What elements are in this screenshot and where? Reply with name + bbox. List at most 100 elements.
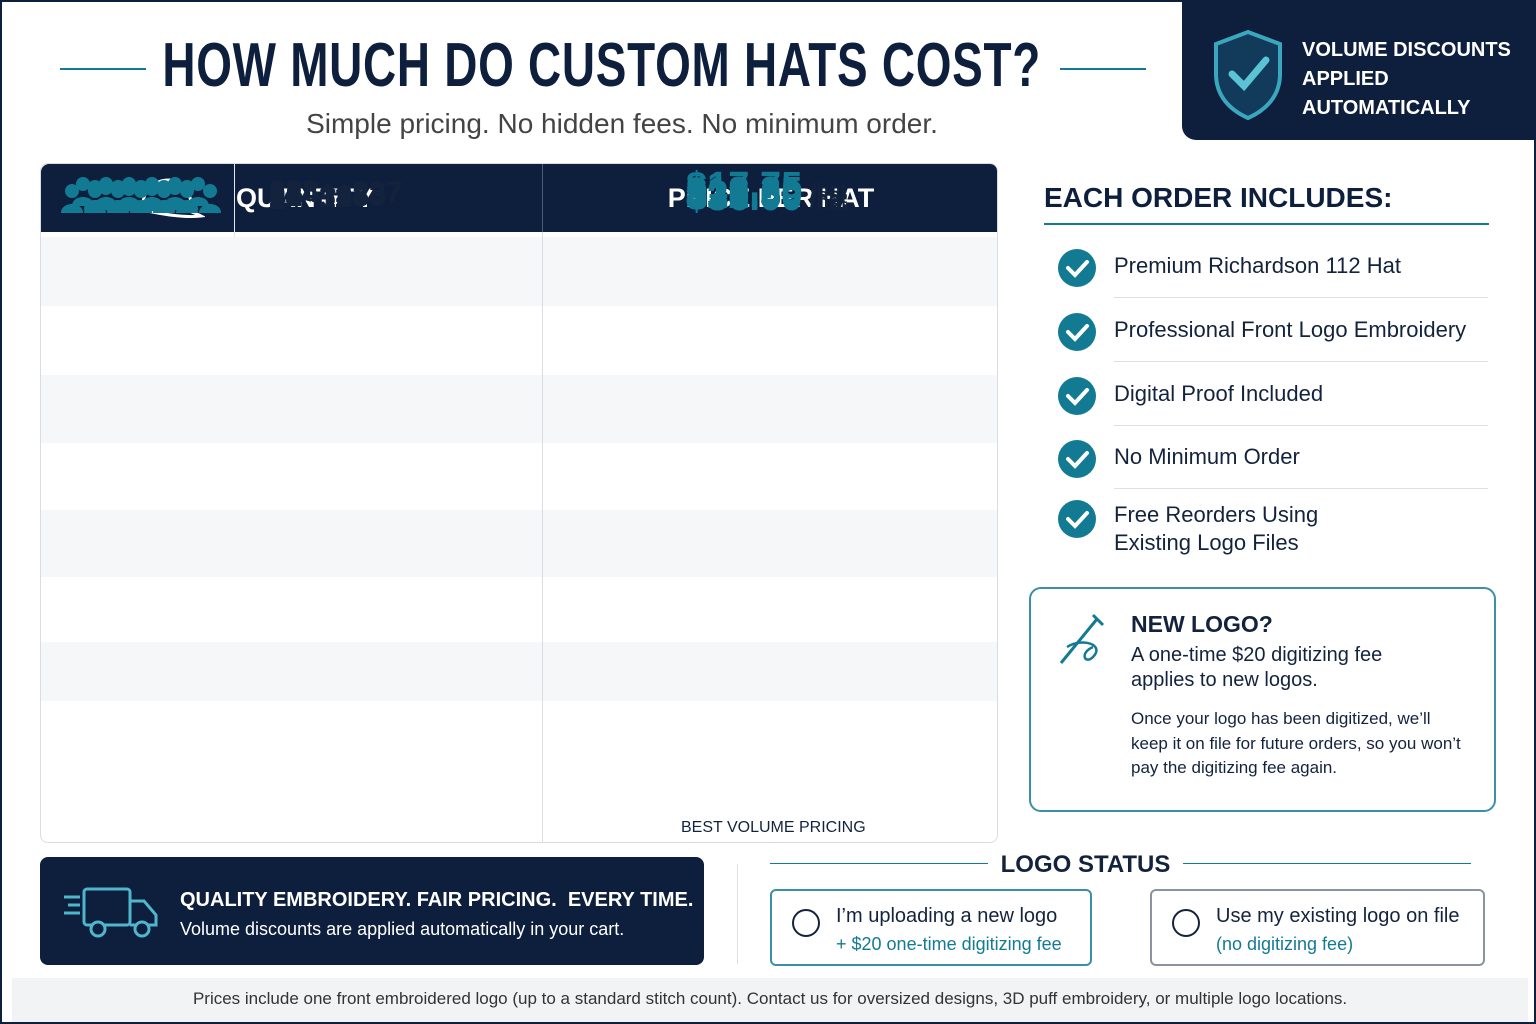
include-item: No Minimum Order: [1114, 443, 1300, 471]
include-line: Existing Logo Files: [1114, 530, 1299, 555]
price-value: $19.00: [686, 172, 803, 215]
price-value: $18.25: [686, 169, 803, 212]
price-value: $27.50: [686, 174, 803, 217]
badge: VOLUME DISCOUNTS APPLIED AUTOMATICALLY: [1182, 2, 1534, 140]
include-line: Digital Proof Included: [1114, 381, 1324, 406]
banner-text: Volume discounts are applied automatical…: [180, 919, 625, 939]
column-header: PRICE PER HAT: [667, 183, 875, 213]
price-unit: /hat: [810, 182, 847, 208]
needle-icon: [1059, 613, 1105, 664]
price-value: $23.50: [686, 174, 803, 216]
include-line: Professional Front Logo Embroidery: [1114, 317, 1467, 342]
include-line: Free Reorders Using: [1114, 502, 1319, 527]
banner: QUALITY EMBROIDERY. FAIR PRICING. EVERY …: [40, 857, 704, 965]
new-logo-box: NEW LOGO? A one-time $20 digitizing fee …: [1029, 587, 1496, 812]
price-unit: /hat: [810, 187, 847, 213]
quantity: 12 – 23: [269, 180, 370, 213]
people-icon: [60, 184, 221, 213]
table-body: 1 $36.00/hat 2 – 5 $32.00/hat 6 – 11 $27.50/h…: [41, 164, 997, 775]
price: $20.00/hat: [686, 174, 847, 217]
price: $27.50/hat: [686, 175, 847, 218]
table-row: 144 – 287 $18.25/hat: [41, 164, 997, 701]
include-line: Premium Richardson 112 Hat: [1114, 253, 1401, 278]
price: $36.00/hat: [686, 177, 847, 220]
quantity: 6 – 11: [269, 180, 351, 214]
footer: Prices include one front embroidered log…: [12, 978, 1528, 1022]
divider: [1114, 297, 1488, 298]
divider: [60, 68, 146, 70]
check-icon: [1058, 500, 1096, 538]
option-note: + $20 one-time digitizing fee: [836, 934, 1062, 954]
shield-icon: [1214, 29, 1282, 121]
badge-line: APPLIED: [1302, 68, 1389, 90]
table-row: 24 – 47 $21.50/hat: [41, 164, 997, 510]
table-row: 96 – 143 $19.00/hat: [41, 164, 997, 642]
divider: [1114, 488, 1488, 489]
check-icon: [1058, 440, 1096, 478]
title: HOW MUCH DO CUSTOM HATS COST?: [162, 31, 1042, 100]
price: $19.00/hat: [686, 173, 847, 216]
divider: [542, 232, 543, 842]
radio[interactable]: [792, 909, 820, 937]
logo-option[interactable]: I’m uploading a new logo + $20 one-time …: [770, 889, 1092, 966]
price-unit: /hat: [810, 178, 847, 203]
includes-title: EACH ORDER INCLUDES:: [1044, 182, 1393, 213]
badge-line: AUTOMATICALLY: [1302, 97, 1471, 119]
divider: [1183, 863, 1471, 864]
radio[interactable]: [1172, 909, 1200, 937]
logo-status-title: LOGO STATUS: [1000, 851, 1171, 878]
price: $17.75/hat: [686, 165, 847, 208]
quantity: 2 – 5: [269, 180, 336, 214]
table-row: 6 – 11 $27.50/hat: [41, 164, 997, 375]
price-value: $17.75: [686, 165, 803, 207]
new-logo-text: A one-time $20 digitizing fee applies to…: [1131, 644, 1383, 691]
divider: [1114, 425, 1488, 426]
divider: [737, 864, 738, 964]
table-row: 12 – 23 $23.50/hat: [41, 164, 997, 443]
option-label: I’m uploading a new logo: [836, 905, 1058, 927]
price-unit: /hat: [810, 185, 847, 211]
option-label: Use my existing logo on file: [1216, 905, 1460, 927]
table-note: BEST VOLUME PRICING: [681, 819, 866, 836]
badge-line: VOLUME DISCOUNTS: [1302, 39, 1511, 61]
column-header: QUANTITY: [236, 183, 374, 213]
include-line: No Minimum Order: [1114, 444, 1300, 469]
include-item: Premium Richardson 112 Hat: [1114, 252, 1401, 280]
price-unit: /hat: [810, 187, 847, 213]
check-icon: [1058, 377, 1096, 415]
check-icon: [1058, 313, 1096, 351]
price: $21.50/hat: [686, 174, 847, 217]
subtitle: Simple pricing. No hidden fees. No minim…: [306, 108, 938, 139]
new-logo-title: NEW LOGO?: [1131, 611, 1273, 637]
price-unit: /hat: [810, 186, 847, 212]
logo-option[interactable]: Use my existing logo on file (no digitiz…: [1150, 889, 1485, 966]
divider: [1044, 223, 1489, 225]
price-value: $21.50: [686, 173, 803, 216]
table-row: 48 – 95 $20.00/hat: [41, 164, 997, 577]
price: $18.25/hat: [686, 170, 847, 213]
quantity: 1: [269, 182, 286, 216]
include-item: Digital Proof Included: [1114, 380, 1323, 408]
divider: [770, 863, 988, 864]
price-value: $20.00: [686, 173, 803, 216]
truck-icon: [64, 887, 158, 938]
divider: [1060, 68, 1146, 70]
quantity: 144 – 287: [269, 175, 403, 209]
title-wrap: HOW MUCH DO CUSTOM HATS COST?: [2, 30, 1202, 101]
price-value: $36.00: [686, 176, 803, 219]
divider: [234, 164, 235, 238]
price-table: QUANTITY PRICE PER HAT 1 $36.00/hat 2 – 5 $…: [40, 163, 998, 843]
table-row: 2 – 5 $32.00/hat: [41, 164, 997, 306]
price-unit: /hat: [810, 187, 847, 212]
price-unit: /hat: [810, 189, 847, 215]
option-note: (no digitizing fee): [1216, 934, 1354, 954]
quantity: 48 – 95: [269, 179, 370, 213]
banner-title: QUALITY EMBROIDERY. FAIR PRICING. EVERY …: [180, 889, 694, 911]
include-item: Professional Front Logo Embroidery: [1114, 316, 1466, 344]
divider: [1114, 361, 1488, 362]
people-icon: [72, 176, 209, 206]
price-value: $32.00: [686, 174, 803, 217]
include-item: Free Reorders Using Existing Logo Files: [1114, 501, 1318, 557]
price: $32.00/hat: [686, 175, 847, 218]
